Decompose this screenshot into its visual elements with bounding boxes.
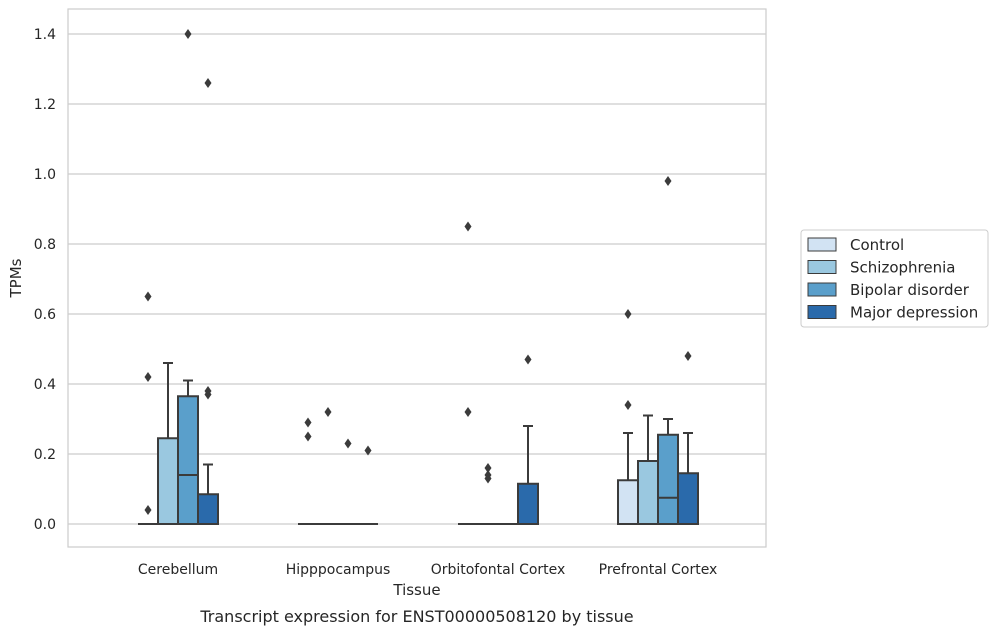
outlier-point [464, 407, 472, 417]
box-bipolar-disorder [338, 438, 358, 525]
outlier-point [624, 309, 632, 319]
y-tick-label: 0.0 [34, 517, 56, 533]
box-body [517, 482, 539, 525]
box-schizophrenia [637, 414, 659, 525]
box-bipolar-disorder [177, 29, 199, 525]
y-axis-ticks: 0.0 0.2 0.4 0.6 0.8 1.0 1.2 1.4 [34, 27, 56, 533]
box-body [677, 472, 699, 525]
outlier-point [304, 417, 312, 428]
box-schizophrenia [478, 463, 498, 525]
y-axis-title: TPMs [7, 258, 25, 298]
outlier-point [144, 291, 152, 302]
y-tick-label: 0.4 [34, 377, 56, 393]
legend-swatch [807, 305, 837, 319]
outlier-point [304, 431, 312, 442]
plot-area-frame [67, 8, 767, 548]
outlier-point [344, 438, 352, 449]
box-schizophrenia [157, 362, 179, 525]
outlier-point [324, 407, 332, 417]
box-body [157, 437, 179, 525]
x-tick-label: Prefrontal Cortex [599, 562, 718, 578]
y-tick-label: 1.4 [34, 27, 56, 43]
y-tick-label: 0.2 [34, 447, 56, 463]
legend-frame [800, 229, 989, 328]
box-control [458, 221, 478, 525]
outlier-point [684, 351, 692, 361]
box-control [298, 417, 318, 525]
outlier-point [484, 470, 492, 480]
legend-swatch [807, 260, 837, 274]
box-major-depression [517, 354, 539, 525]
outlier-point [144, 372, 152, 382]
box-bipolar-disorder [657, 176, 679, 525]
box-schizophrenia [318, 407, 338, 525]
box-body [637, 460, 659, 525]
legend-label: Major depression [850, 304, 978, 322]
box-groups [138, 29, 699, 525]
outlier-point [484, 463, 492, 473]
outlier-point [464, 221, 472, 232]
legend-label: Schizophrenia [850, 259, 955, 277]
box-body [657, 433, 679, 525]
outlier-point [364, 445, 372, 456]
outlier-point [144, 505, 152, 515]
box-major-depression [677, 351, 699, 525]
legend: Control Schizophrenia Bipolar disorder Majo… [800, 229, 989, 328]
box-body [177, 395, 199, 525]
legend-swatch [807, 237, 837, 252]
box-control [617, 309, 639, 525]
legend-label: Bipolar disorder [850, 281, 970, 299]
y-tick-label: 0.6 [34, 307, 56, 323]
outlier-point [524, 354, 532, 365]
x-tick-label: Hipppocampus [286, 562, 391, 578]
box-body [197, 493, 219, 525]
y-tick-label: 1.2 [34, 97, 56, 113]
legend-swatch [807, 282, 837, 297]
outlier-point [184, 29, 192, 39]
box-body [617, 479, 639, 525]
x-axis-title: Tissue [392, 581, 440, 599]
box-major-depression [358, 445, 378, 525]
legend-label: Control [850, 236, 904, 254]
x-tick-label: Orbitofontal Cortex [431, 562, 566, 578]
outlier-point [664, 176, 672, 186]
y-tick-label: 1.0 [34, 167, 56, 183]
outlier-point [624, 400, 632, 410]
x-tick-label: Cerebellum [138, 562, 218, 578]
x-axis-ticks: Cerebellum Hipppocampus Orbitofontal Corte… [138, 562, 717, 578]
y-tick-label: 0.8 [34, 237, 56, 253]
chart-caption: Transcript expression for ENST0000050812… [199, 607, 633, 626]
outlier-point [204, 386, 212, 396]
outlier-point [204, 78, 212, 88]
box-control [138, 291, 158, 525]
box-major-depression [197, 78, 219, 525]
